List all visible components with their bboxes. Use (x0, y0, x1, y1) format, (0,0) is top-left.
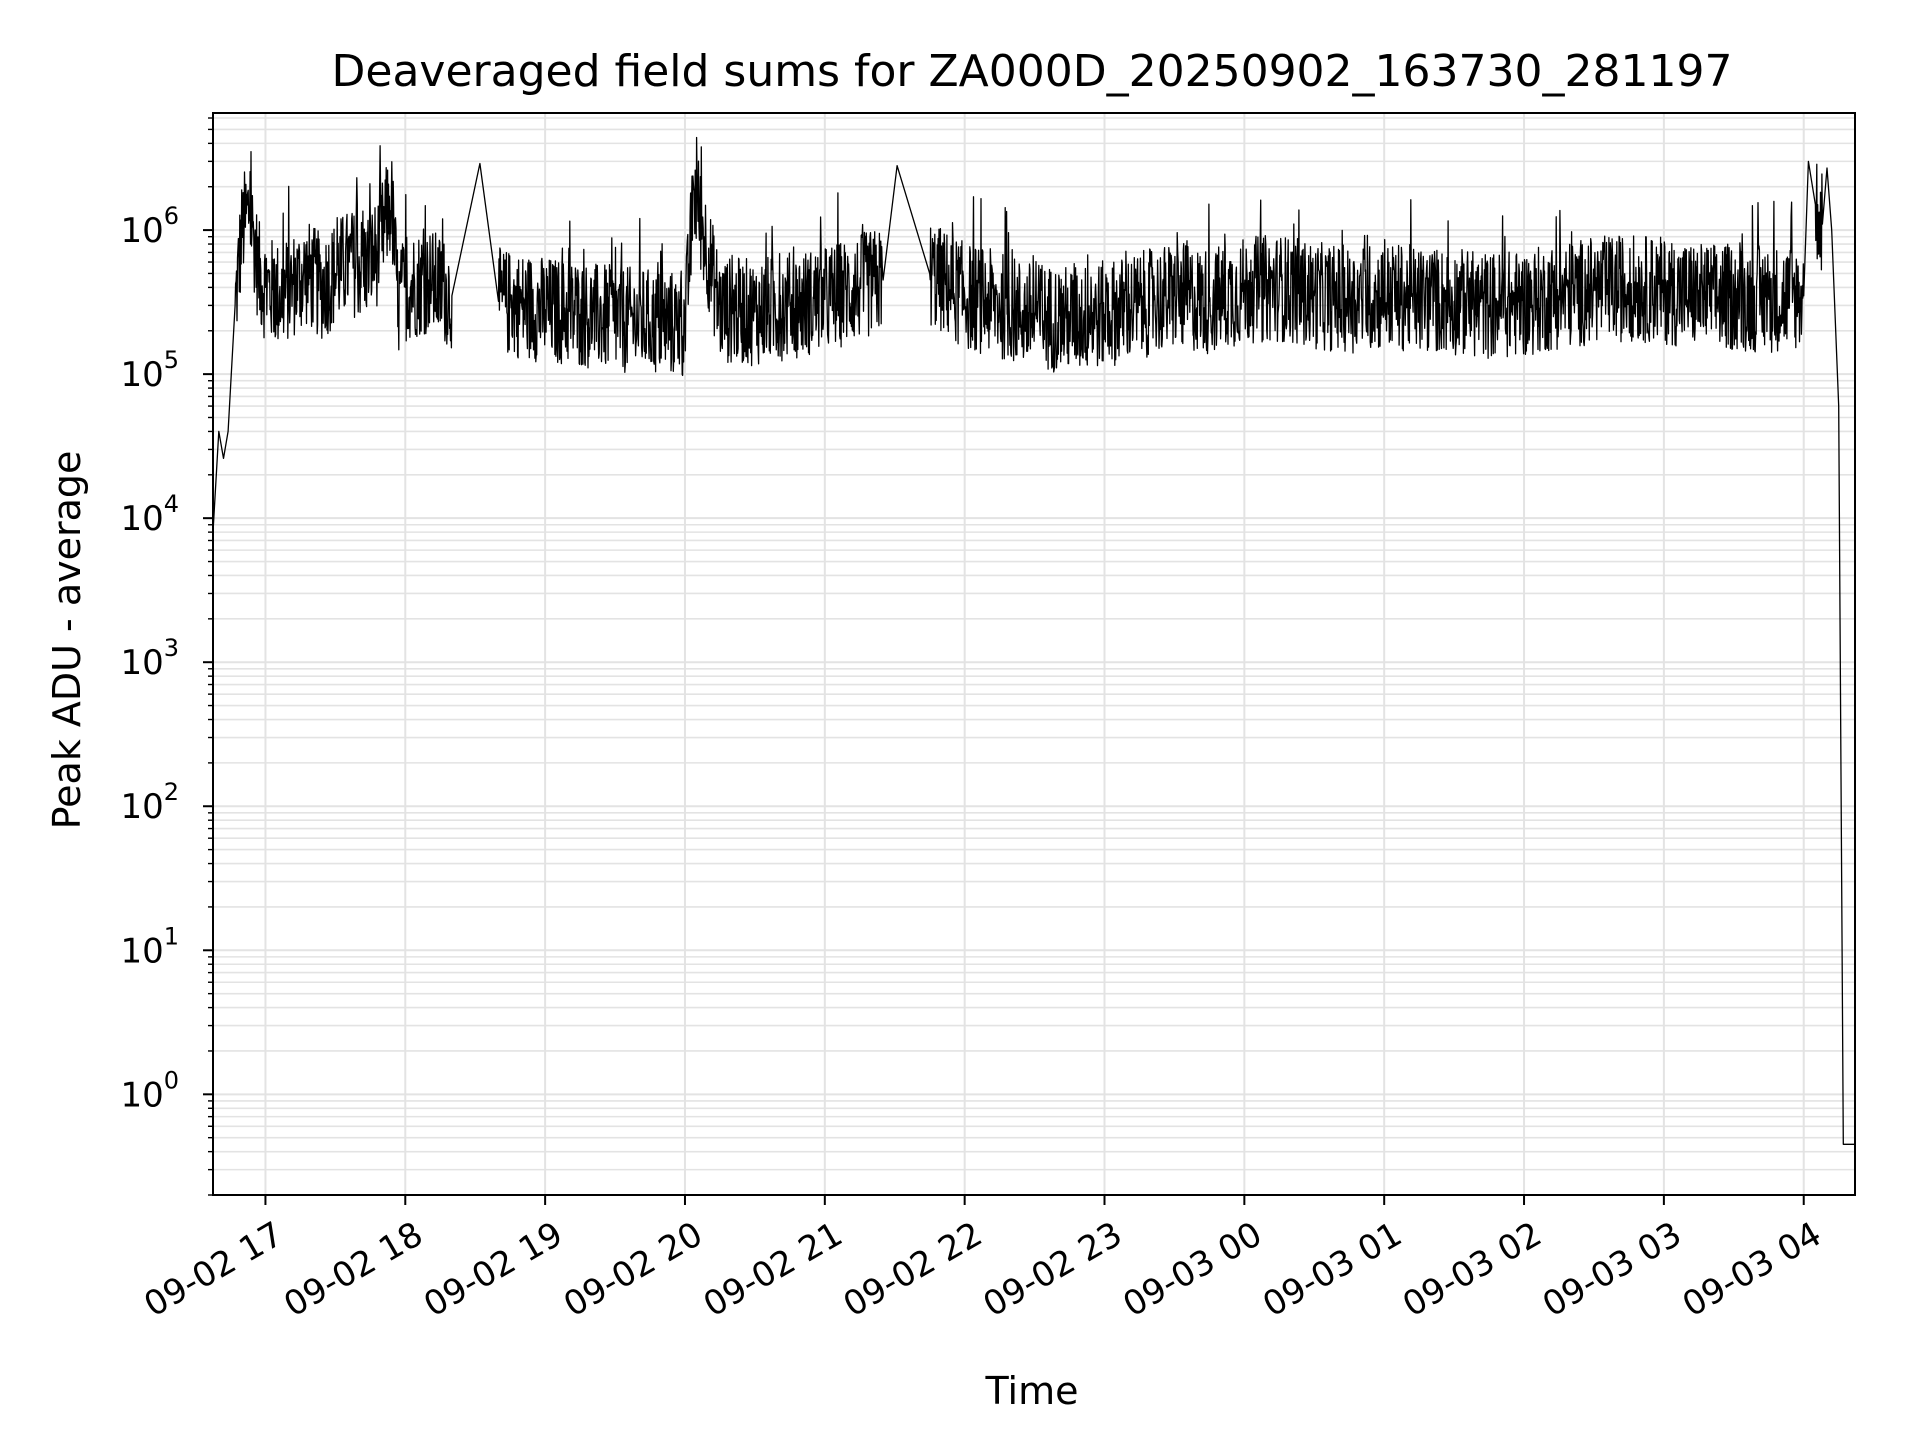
y-tick-label: 103 (120, 634, 179, 683)
x-axis-label: Time (985, 1369, 1079, 1413)
plot-frame (212, 112, 1856, 1196)
series-line (212, 136, 1855, 1145)
y-tick-label: 106 (120, 202, 179, 251)
y-tick-label: 104 (120, 490, 179, 539)
grid (213, 113, 1855, 1196)
y-tick-label: 101 (120, 922, 179, 971)
y-axis: 100 101 102 103 104 105 106 (120, 117, 213, 1196)
y-tick-label: 105 (120, 346, 179, 395)
y-tick-label: 100 (120, 1066, 179, 1115)
y-tick-label: 102 (120, 778, 179, 827)
chart-title: Deaveraged field sums for ZA000D_2025090… (332, 46, 1733, 97)
y-axis-label: Peak ADU - average (45, 451, 89, 830)
